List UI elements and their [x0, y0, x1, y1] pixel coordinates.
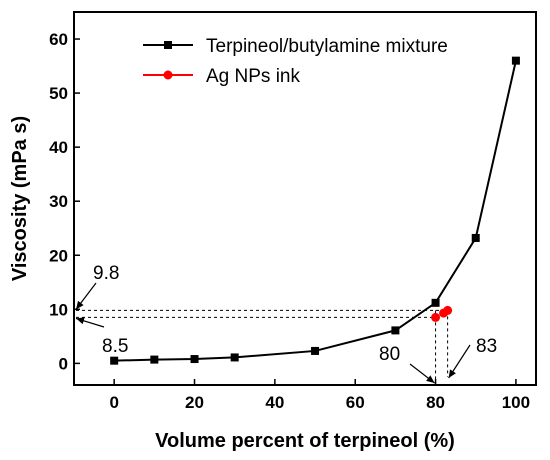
x-axis-label: Volume percent of terpineol (%) [155, 430, 455, 452]
annotation-9-8: 9.8 [93, 263, 119, 284]
y-tick-label: 20 [49, 246, 68, 265]
legend-marker-terpineol [164, 41, 172, 49]
x-tick-label: 40 [265, 393, 284, 412]
data-point-terpineol [391, 326, 400, 335]
plot-frame [73, 11, 537, 386]
y-tick-label: 0 [59, 354, 68, 373]
series-layer [110, 56, 520, 365]
data-point-ag-ink [443, 305, 453, 315]
legend-marker-ag-ink [163, 70, 173, 80]
data-point-ag-ink [431, 312, 441, 322]
data-point-terpineol [511, 56, 520, 65]
y-tick-label: 40 [49, 138, 68, 157]
x-tick-label: 60 [346, 393, 365, 412]
x-tick-label: 0 [109, 393, 118, 412]
data-point-terpineol [431, 298, 440, 307]
data-point-terpineol [190, 355, 199, 364]
data-point-terpineol [311, 346, 320, 355]
legend: Terpineol/butylamine mixture Ag NPs ink [143, 36, 448, 87]
x-tick-label: 80 [426, 393, 445, 412]
x-tick-label: 100 [502, 393, 530, 412]
x-tick-label: 20 [185, 393, 204, 412]
legend-label-terpineol: Terpineol/butylamine mixture [206, 36, 448, 57]
legend-label-ag-ink: Ag NPs ink [206, 66, 300, 87]
y-tick-label: 10 [49, 300, 68, 319]
data-point-terpineol [471, 233, 480, 242]
annotation-80: 80 [379, 344, 400, 365]
y-axis-label: Viscosity (mPa s) [9, 116, 31, 281]
annotation-8-5: 8.5 [102, 336, 128, 357]
guide-lines [75, 282, 471, 384]
arrow-80-head [426, 375, 435, 383]
y-tick-label: 60 [49, 30, 68, 49]
arrow-83-head [448, 369, 456, 378]
ticks-layer: 0 20 40 60 80 100 0 10 20 30 40 50 60 [49, 30, 530, 412]
data-point-terpineol [110, 356, 119, 365]
data-point-terpineol [150, 355, 159, 364]
arrow-8-5-head [76, 317, 85, 325]
data-point-terpineol [230, 353, 239, 362]
arrow-9-8-head [76, 300, 84, 310]
y-tick-label: 50 [49, 84, 68, 103]
y-tick-label: 30 [49, 192, 68, 211]
annotation-83: 83 [476, 336, 497, 357]
series-line-terpineol [114, 60, 517, 362]
